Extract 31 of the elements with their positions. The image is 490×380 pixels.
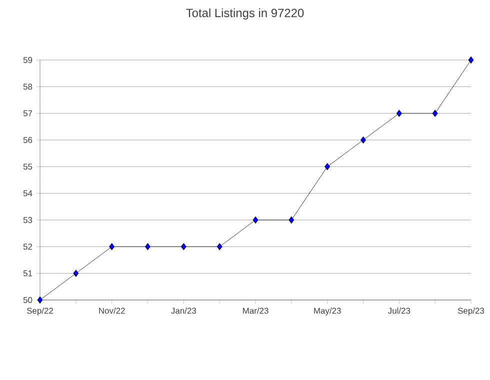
x-tick-label: Nov/22 [99, 308, 125, 314]
x-tick-label: Sep/22 [26, 308, 53, 316]
y-tick-label: 52 [23, 244, 32, 250]
point [216, 243, 222, 250]
y-tick-label: 50 [23, 297, 32, 303]
x-tick-label: Jul/23 [388, 308, 410, 314]
x-tick-label: Mar/23 [243, 308, 268, 314]
y-tick-label: 56 [23, 137, 32, 143]
y-tick-label: 59 [23, 57, 32, 63]
point [37, 296, 43, 304]
y-tick-label: 55 [23, 164, 32, 170]
point [360, 136, 366, 144]
chart-title: Total Listings in 97220 [186, 8, 304, 20]
point [288, 216, 294, 224]
point [252, 216, 258, 224]
point [432, 110, 438, 117]
point [180, 243, 186, 250]
y-tick-label: 58 [23, 84, 32, 90]
point [73, 270, 79, 277]
x-tick-label: May/23 [314, 308, 341, 316]
y-tick-label: 54 [23, 190, 32, 196]
x-tick-label: Jan/23 [171, 308, 196, 314]
point [468, 56, 474, 64]
y-tick-label: 53 [23, 217, 32, 223]
y-tick-label: 57 [23, 110, 32, 116]
y-tick-label: 51 [23, 270, 32, 276]
point [324, 163, 330, 170]
point [145, 243, 150, 250]
point [396, 110, 402, 117]
x-tick-label: Sep/23 [458, 308, 484, 316]
point [109, 243, 115, 250]
